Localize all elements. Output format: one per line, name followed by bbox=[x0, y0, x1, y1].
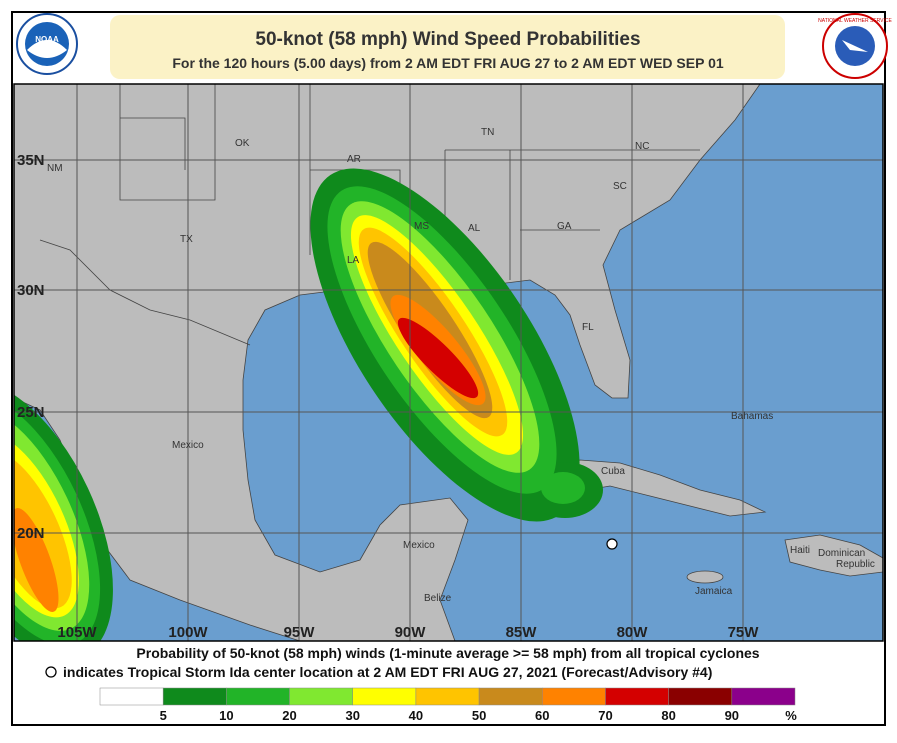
hispaniola bbox=[784, 534, 883, 577]
caption: indicates Tropical Storm Ida center loca… bbox=[63, 664, 712, 680]
storm-icon bbox=[45, 666, 57, 678]
jamaica bbox=[686, 570, 724, 584]
legend-swatch bbox=[226, 687, 290, 706]
latitude-label: 35N bbox=[17, 152, 45, 169]
legend: 5 10 20 30 40 50 60 70 80 90% bbox=[99, 687, 797, 723]
legend-swatch bbox=[605, 687, 669, 706]
logo-text: NATIONAL WEATHER SERVICE bbox=[818, 18, 892, 24]
longitude-label: 90W bbox=[395, 624, 427, 641]
place-label: NC bbox=[635, 141, 649, 152]
legend-swatch bbox=[668, 687, 733, 706]
title: 50-knot (58 mph) Wind Speed Probabilitie… bbox=[255, 29, 640, 50]
legend-swatch bbox=[542, 687, 606, 706]
place-label: FL bbox=[582, 322, 594, 333]
mainland bbox=[14, 84, 761, 641]
place-label: TN bbox=[481, 127, 494, 138]
place-label: Mexico bbox=[172, 440, 204, 451]
header-box bbox=[110, 15, 785, 79]
logo-text: NOAA bbox=[35, 35, 59, 44]
legend-swatch bbox=[162, 687, 227, 706]
longitude-label: 95W bbox=[284, 624, 316, 641]
place-label: AL bbox=[468, 223, 481, 234]
place-label: TX bbox=[180, 234, 193, 245]
longitude-label: 105W bbox=[57, 624, 97, 641]
legend-swatch bbox=[415, 687, 480, 706]
legend-label: 70 bbox=[598, 708, 612, 723]
place-label: Mexico bbox=[403, 540, 435, 551]
longitude-label: 80W bbox=[617, 624, 649, 641]
legend-swatch bbox=[478, 687, 543, 706]
legend-label: 80 bbox=[661, 708, 675, 723]
place-label: GA bbox=[557, 221, 572, 232]
latitude-label: 25N bbox=[17, 404, 45, 421]
legend-label: 20 bbox=[282, 708, 296, 723]
latitude-label: 30N bbox=[17, 282, 45, 299]
legend-label: 60 bbox=[535, 708, 549, 723]
map-frame bbox=[13, 83, 884, 642]
borders bbox=[39, 84, 700, 346]
place-label: NM bbox=[47, 163, 63, 174]
place-label: AR bbox=[347, 154, 361, 165]
place-label: MS bbox=[414, 221, 429, 232]
storm-center bbox=[606, 538, 618, 550]
probability-swath bbox=[14, 168, 603, 641]
map bbox=[14, 84, 883, 641]
place-label: Dominican bbox=[818, 548, 865, 559]
legend-label: 90 bbox=[725, 708, 739, 723]
legend-swatch bbox=[99, 687, 164, 706]
place-label: Bahamas bbox=[731, 411, 773, 422]
place-label: Belize bbox=[424, 593, 452, 604]
legend-label: 30 bbox=[345, 708, 359, 723]
graticule bbox=[14, 84, 883, 641]
legend-label: 5 bbox=[160, 708, 167, 723]
longitude-label: 85W bbox=[506, 624, 538, 641]
legend-unit: % bbox=[785, 708, 797, 723]
longitude-label: 100W bbox=[168, 624, 208, 641]
subtitle: For the 120 hours (5.00 days) from 2 AM … bbox=[172, 55, 724, 71]
caption: Probability of 50-knot (58 mph) winds (1… bbox=[136, 645, 759, 661]
place-label: Jamaica bbox=[695, 586, 733, 597]
noaa-logo: NOAA bbox=[16, 13, 78, 75]
legend-swatch bbox=[289, 687, 353, 706]
legend-label: 10 bbox=[219, 708, 233, 723]
legend-swatch bbox=[731, 687, 796, 706]
place-label: Cuba bbox=[601, 466, 625, 477]
legend-label: 50 bbox=[472, 708, 486, 723]
place-label: Republic bbox=[836, 559, 875, 570]
place-label: SC bbox=[613, 181, 627, 192]
nws-logo: NATIONAL WEATHER SERVICE bbox=[818, 13, 893, 79]
place-label: Haiti bbox=[790, 545, 810, 556]
place-label: LA bbox=[347, 255, 360, 266]
longitude-label: 75W bbox=[728, 624, 760, 641]
legend-swatch bbox=[352, 687, 417, 706]
latitude-label: 20N bbox=[17, 525, 45, 542]
place-label: OK bbox=[235, 138, 250, 149]
legend-label: 40 bbox=[409, 708, 423, 723]
